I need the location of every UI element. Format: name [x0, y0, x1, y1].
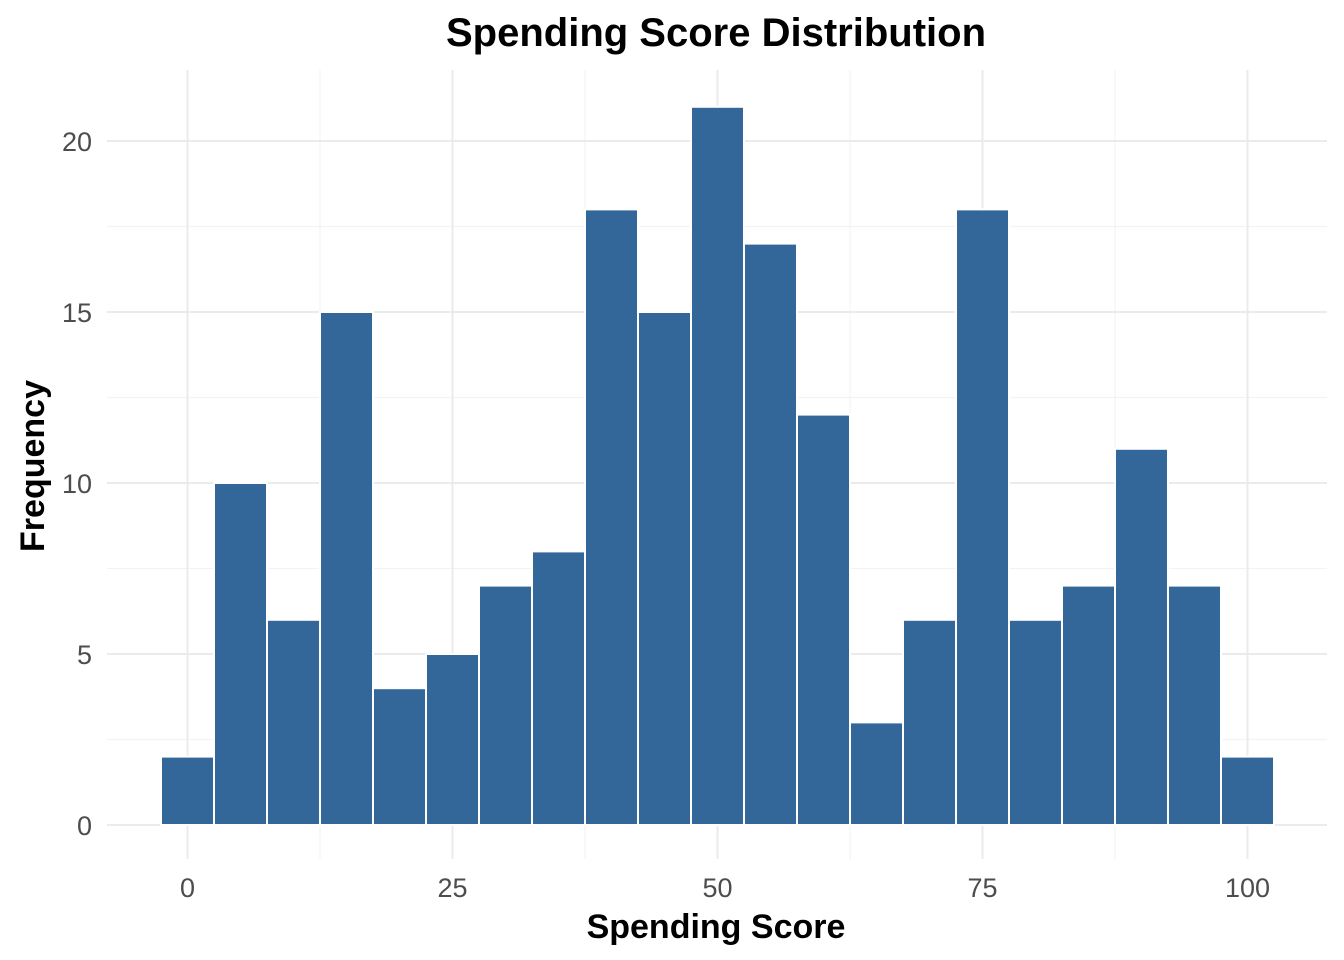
y-axis-title: Frequency [14, 380, 52, 552]
histogram-bar [849, 721, 904, 827]
histogram-bar [743, 242, 798, 827]
histogram-bar [1061, 584, 1116, 826]
x-tick-label: 0 [180, 873, 195, 903]
x-tick-label: 75 [967, 873, 997, 903]
histogram-bar [213, 482, 268, 826]
histogram-bar [637, 311, 692, 826]
histogram-bar [796, 413, 851, 826]
histogram-bar [319, 311, 374, 826]
y-tick-label: 0 [77, 811, 92, 841]
histogram-bar [160, 755, 215, 826]
histogram-bar [531, 550, 586, 827]
histogram-bar [1167, 584, 1222, 826]
histogram-bar [955, 208, 1010, 826]
histogram-bar [266, 618, 321, 826]
histogram-bar [584, 208, 639, 826]
x-axis-title: Spending Score [587, 908, 846, 946]
y-axis-ticks: 0 5 10 15 20 [62, 127, 92, 841]
histogram-bar [902, 618, 957, 826]
bars-layer [160, 105, 1275, 827]
y-tick-label: 20 [62, 127, 92, 157]
histogram-bar [1008, 618, 1063, 826]
y-tick-label: 15 [62, 298, 92, 328]
histogram-bar [372, 687, 427, 827]
histogram-bar [425, 653, 480, 826]
x-tick-label: 100 [1225, 873, 1270, 903]
y-tick-label: 5 [77, 640, 92, 670]
histogram-bar [690, 105, 745, 827]
histogram-bar [478, 584, 533, 826]
y-tick-label: 10 [62, 469, 92, 499]
histogram-bar [1114, 447, 1169, 826]
chart-title: Spending Score Distribution [446, 11, 986, 55]
x-tick-label: 25 [437, 873, 467, 903]
x-axis-ticks: 0 25 50 75 100 [180, 873, 1270, 903]
x-tick-label: 50 [702, 873, 732, 903]
histogram-bar [1220, 755, 1275, 826]
